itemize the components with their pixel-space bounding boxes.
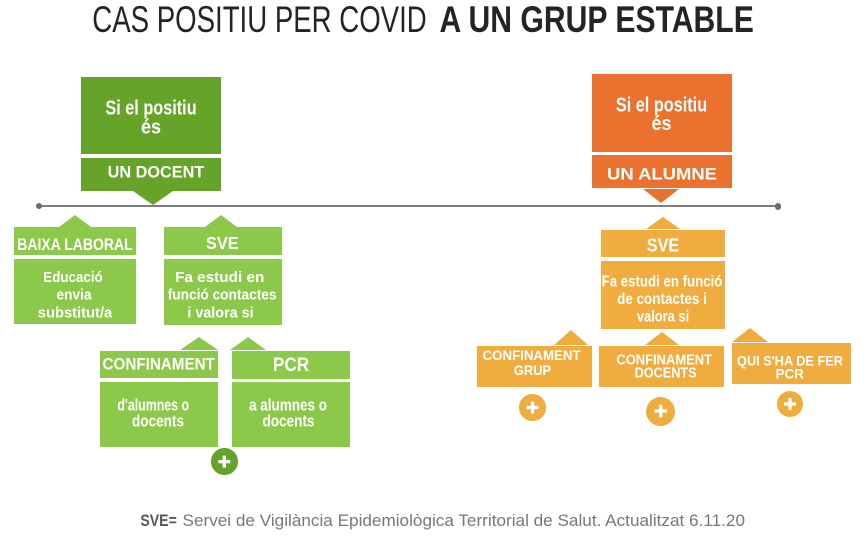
svg-text:a alumnes o: a alumnes o [249, 395, 327, 414]
svg-text:és: és [141, 116, 161, 138]
svg-text:CONFINAMENT: CONFINAMENT [103, 354, 216, 373]
svg-text:valora si: valora si [637, 309, 689, 326]
svg-text:SVE: SVE [206, 233, 239, 253]
svg-text:Fa estudi en funció: Fa estudi en funció [602, 274, 723, 291]
svg-text:Servei de Vigilància Epidemiol: Servei de Vigilància Epidemiològica Terr… [183, 511, 746, 530]
svg-text:QUI S'HA DE FER: QUI S'HA DE FER [737, 354, 843, 369]
svg-text:SVE=: SVE= [140, 511, 176, 530]
svg-text:Fa estudi en: Fa estudi en [175, 269, 264, 286]
svg-text:PCR: PCR [776, 366, 804, 381]
svg-text:substitut/a: substitut/a [38, 304, 113, 321]
svg-text:d'alumnes o: d'alumnes o [117, 395, 189, 414]
svg-text:CAS POSITIU PER COVID: CAS POSITIU PER COVID [92, 0, 426, 40]
svg-text:docents: docents [262, 411, 314, 430]
svg-text:UN DOCENT: UN DOCENT [108, 162, 205, 181]
svg-text:PCR: PCR [273, 355, 309, 376]
svg-text:Si el positiu: Si el positiu [105, 98, 196, 120]
svg-text:DOCENTS: DOCENTS [635, 364, 697, 381]
svg-text:Si el positiu: Si el positiu [616, 95, 707, 117]
svg-text:i valora si: i valora si [187, 304, 253, 321]
svg-text:funció contactes: funció contactes [168, 287, 277, 304]
svg-text:A UN GRUP ESTABLE: A UN GRUP ESTABLE [440, 0, 754, 40]
svg-text:SVE: SVE [647, 235, 679, 256]
svg-text:Educació: Educació [43, 269, 102, 286]
svg-text:de contactes i: de contactes i [617, 291, 707, 308]
svg-text:docents: docents [132, 411, 184, 430]
svg-text:és: és [652, 113, 672, 135]
svg-text:BAIXA LABORAL: BAIXA LABORAL [17, 236, 132, 254]
svg-text:UN ALUMNE: UN ALUMNE [607, 164, 717, 183]
svg-text:GRUP: GRUP [514, 363, 551, 379]
svg-text:CONFINAMENT: CONFINAMENT [616, 351, 712, 368]
svg-text:envia: envia [56, 287, 92, 304]
svg-text:CONFINAMENT: CONFINAMENT [483, 348, 581, 364]
